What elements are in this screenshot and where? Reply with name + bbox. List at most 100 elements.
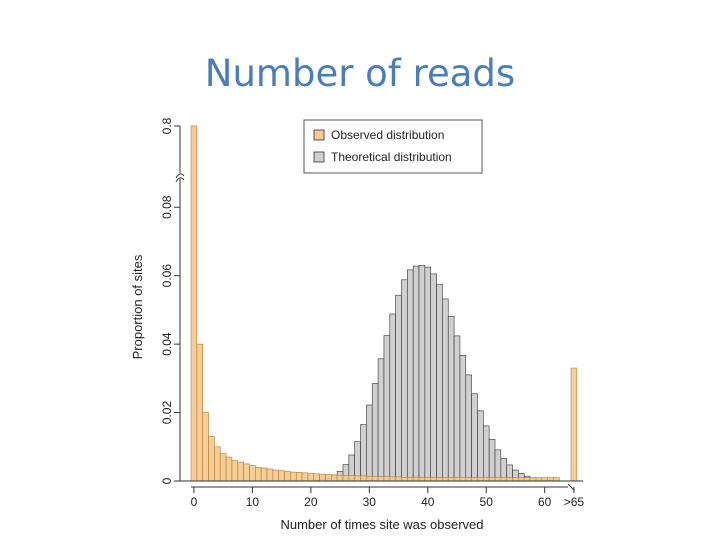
bar-observed bbox=[249, 465, 256, 482]
bar-observed bbox=[488, 477, 496, 482]
bar-theoretical bbox=[459, 355, 467, 482]
bar-observed bbox=[436, 477, 443, 482]
y-axis-title: Proportion of sites bbox=[130, 254, 145, 359]
bar-theoretical bbox=[401, 279, 408, 482]
bar-theoretical bbox=[360, 424, 367, 482]
legend-swatch-theoretical bbox=[313, 151, 325, 163]
x-tick-label: 40 bbox=[421, 495, 435, 509]
bar-observed bbox=[553, 477, 560, 482]
y-tick-label: 0 bbox=[160, 477, 174, 484]
bar-observed bbox=[412, 476, 420, 482]
bar-theoretical bbox=[389, 313, 396, 482]
y-tick-label: 0.8 bbox=[160, 117, 174, 134]
bar-observed bbox=[190, 125, 198, 482]
bar-observed bbox=[266, 468, 274, 482]
bar-observed bbox=[313, 473, 320, 482]
bar-observed bbox=[494, 477, 502, 482]
bar-observed bbox=[541, 477, 548, 482]
y-tick-label: 0.04 bbox=[160, 332, 174, 356]
bar-observed bbox=[453, 477, 461, 482]
theoretical-bars bbox=[313, 265, 560, 482]
bar-observed bbox=[219, 453, 227, 482]
bar-theoretical bbox=[453, 335, 461, 482]
bar-theoretical bbox=[412, 265, 420, 482]
x-axis-title: Number of times site was observed bbox=[280, 517, 483, 532]
bar-observed bbox=[348, 475, 355, 482]
bar-observed bbox=[366, 475, 373, 482]
bar-observed bbox=[319, 473, 326, 482]
y-tick-label: 0.08 bbox=[160, 195, 174, 219]
axes: 0 0.02 0.04 0.06 0.08 0.8 0 10 20 30 40 50 60 >65 bbox=[160, 117, 584, 509]
x-tick-label: 30 bbox=[363, 495, 377, 509]
bar-observed bbox=[272, 469, 279, 482]
bar-observed bbox=[547, 477, 554, 482]
bar-observed bbox=[389, 476, 396, 482]
bar-theoretical bbox=[471, 393, 478, 482]
y-tick-label: 0.02 bbox=[160, 401, 174, 425]
bar-theoretical bbox=[436, 283, 443, 482]
bar-observed bbox=[196, 343, 203, 482]
bar-theoretical bbox=[371, 383, 379, 482]
bar-observed bbox=[570, 367, 578, 482]
legend-label-observed: Observed distribution bbox=[331, 128, 444, 142]
legend-swatch-observed bbox=[313, 129, 325, 141]
x-tick-label: 20 bbox=[304, 495, 318, 509]
bar-theoretical bbox=[488, 438, 496, 482]
bar-theoretical bbox=[418, 265, 426, 482]
bar-theoretical bbox=[407, 269, 414, 482]
bar-observed bbox=[483, 477, 490, 482]
bar-observed bbox=[383, 476, 391, 482]
bar-observed bbox=[447, 477, 455, 482]
bar-theoretical bbox=[494, 449, 502, 482]
bar-observed bbox=[290, 471, 297, 482]
y-tick-label: 0.06 bbox=[160, 264, 174, 288]
bar-observed bbox=[518, 477, 525, 482]
bar-observed bbox=[465, 477, 472, 482]
bar-observed bbox=[395, 476, 402, 482]
bar-observed bbox=[371, 475, 379, 482]
x-tick-label: >65 bbox=[564, 495, 585, 509]
x-tick-label: 0 bbox=[191, 495, 198, 509]
bar-observed bbox=[442, 477, 449, 482]
bar-observed bbox=[418, 477, 426, 482]
bar-observed bbox=[243, 463, 250, 482]
bar-theoretical bbox=[465, 374, 472, 482]
bar-observed bbox=[523, 477, 531, 482]
x-tick-label: 50 bbox=[480, 495, 494, 509]
bar-theoretical bbox=[430, 273, 437, 482]
bar-theoretical bbox=[447, 316, 455, 482]
slide-title: Number of reads bbox=[204, 52, 516, 95]
bar-observed bbox=[459, 477, 467, 482]
bar-theoretical bbox=[424, 266, 431, 482]
x-tick-label: 60 bbox=[538, 495, 552, 509]
bar-observed bbox=[202, 412, 209, 482]
bar-theoretical bbox=[395, 294, 402, 482]
bar-observed bbox=[278, 470, 285, 482]
bar-observed bbox=[512, 477, 519, 482]
bar-observed bbox=[307, 473, 315, 482]
bar-observed bbox=[535, 477, 543, 482]
bar-observed bbox=[407, 476, 414, 482]
bar-observed bbox=[506, 477, 513, 482]
bar-observed bbox=[500, 477, 507, 482]
bar-theoretical bbox=[442, 298, 449, 482]
bar-theoretical bbox=[383, 335, 391, 482]
bar-observed bbox=[225, 456, 233, 482]
bar-observed bbox=[231, 460, 239, 482]
bar-theoretical bbox=[477, 410, 484, 482]
bar-theoretical bbox=[377, 358, 385, 482]
bar-observed bbox=[529, 477, 537, 482]
bar-observed bbox=[237, 461, 244, 482]
x-tick-label: 10 bbox=[246, 495, 260, 509]
bar-observed bbox=[331, 474, 338, 482]
bar-observed bbox=[471, 477, 478, 482]
bar-observed bbox=[214, 446, 221, 482]
axis-break-mark bbox=[175, 173, 185, 183]
bar-observed bbox=[336, 474, 344, 482]
legend-box bbox=[303, 119, 483, 174]
bar-observed bbox=[377, 476, 385, 482]
bar-theoretical bbox=[483, 425, 490, 482]
bar-observed bbox=[424, 477, 431, 482]
bar-observed bbox=[477, 477, 484, 482]
